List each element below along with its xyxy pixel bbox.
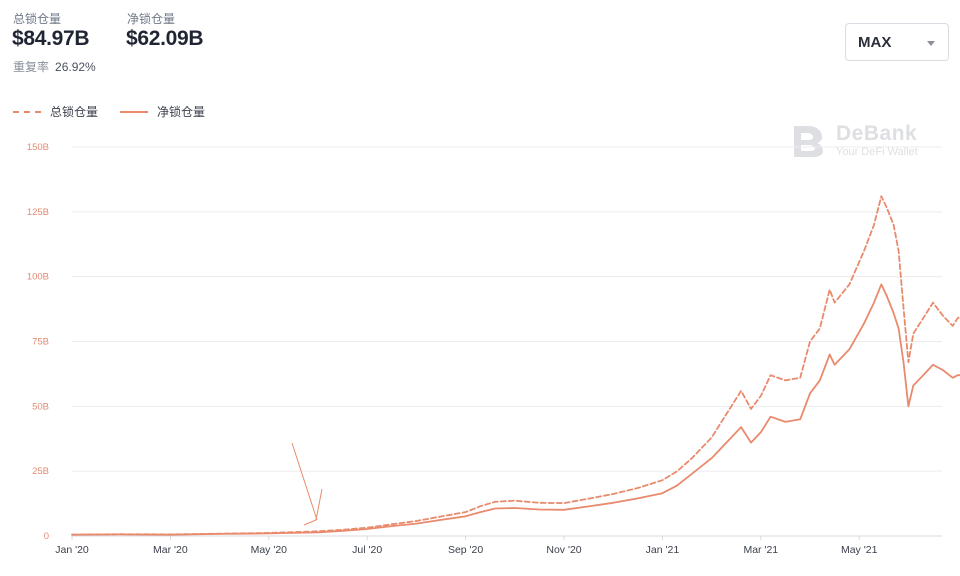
x-tick-label: Mar '20 [153, 544, 188, 556]
dashed-line-icon [13, 111, 41, 113]
total-locked-label: 总锁仓量 [13, 12, 62, 26]
series-line-net [71, 283, 960, 536]
chart-grid [72, 146, 942, 537]
x-tick-label: May '21 [841, 544, 878, 556]
net-locked-label: 净锁仓量 [127, 12, 176, 26]
x-tick-label: Jan '21 [646, 544, 680, 556]
y-tick-label: 50B [32, 401, 49, 412]
overlap-rate-value: 26.92% [55, 60, 96, 74]
y-tick-label: 125B [27, 207, 49, 218]
x-tick-label: Mar '21 [743, 544, 778, 556]
chart-series [71, 195, 960, 536]
x-tick-label: Jul '20 [352, 544, 382, 556]
chevron-down-icon [927, 41, 935, 46]
time-range-select[interactable]: MAX [845, 23, 949, 61]
x-tick-label: Nov '20 [546, 544, 581, 556]
y-tick-label: 25B [32, 466, 49, 477]
x-axis: Jan '20 Mar '20 May '20 Jul '20 Sep '20 Nov '… [55, 536, 878, 556]
annotation-arrow-icon [291, 442, 323, 526]
time-range-value: MAX [858, 34, 892, 51]
x-tick-label: Jan '20 [55, 544, 89, 556]
series-line-total [71, 195, 960, 536]
overlap-rate-label: 重复率 [13, 60, 50, 74]
y-tick-label: 75B [32, 337, 49, 348]
solid-line-icon [120, 111, 148, 113]
y-tick-label: 0 [44, 531, 49, 542]
net-locked-value: $62.09B [126, 27, 204, 50]
legend-label-total: 总锁仓量 [50, 105, 99, 119]
y-axis: 0 25B 50B 75B 100B 125B 150B [27, 142, 49, 542]
x-tick-label: May '20 [251, 544, 288, 556]
y-tick-label: 150B [27, 142, 49, 153]
watermark-subtitle: Your DeFi Wallet [836, 146, 918, 158]
watermark-title: DeBank [836, 122, 918, 145]
total-locked-value: $84.97B [12, 27, 90, 50]
overlap-rate: 重复率 26.92% [13, 58, 96, 75]
x-tick-label: Sep '20 [448, 544, 483, 556]
y-tick-label: 100B [27, 272, 49, 283]
legend-label-net: 净锁仓量 [157, 105, 206, 119]
